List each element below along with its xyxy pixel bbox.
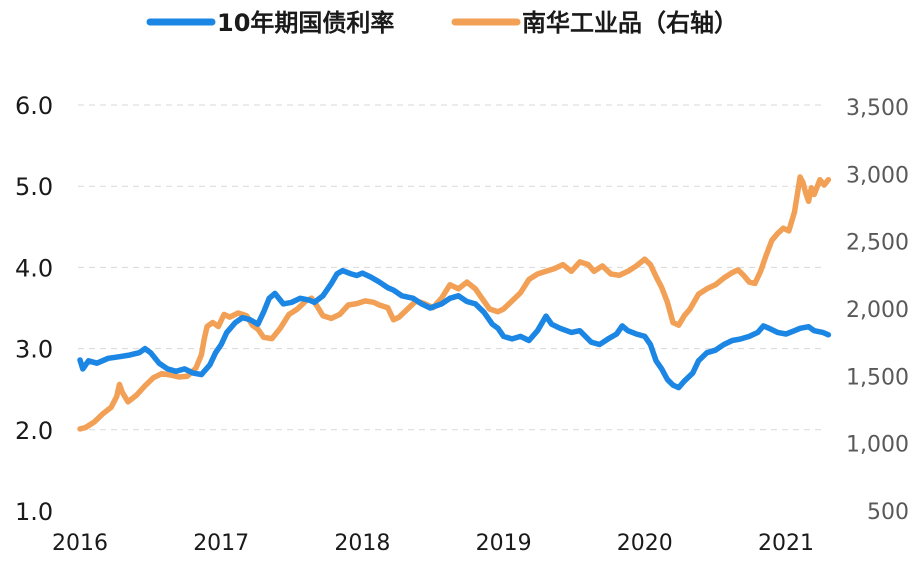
- right-axis-tick-label: 1,000: [846, 433, 909, 458]
- right-axis-tick-label: 3,500: [846, 96, 909, 121]
- x-axis-tick-label: 2017: [193, 531, 249, 556]
- right-axis-tick-label: 2,000: [846, 298, 909, 323]
- right-axis-tick-label: 3,000: [846, 163, 909, 188]
- left-axis-tick-label: 1.0: [15, 498, 53, 526]
- left-axis: 1.0 2.0 3.0 4.0 5.0 6.0: [15, 92, 53, 526]
- left-axis-tick-label: 6.0: [15, 92, 53, 120]
- series-line-nanhua-index: [77, 174, 832, 432]
- series-lines: [77, 174, 832, 432]
- left-axis-tick-label: 4.0: [15, 254, 53, 282]
- right-axis-tick-label: 2,500: [846, 231, 909, 256]
- right-axis-tick-label: 1,500: [846, 365, 909, 390]
- x-axis-tick-label: 2020: [617, 531, 673, 556]
- x-axis-tick-label: 2021: [758, 531, 814, 556]
- x-axis: 2016 2017 2018 2019 2020 2021: [52, 531, 814, 556]
- left-axis-tick-label: 5.0: [15, 173, 53, 201]
- legend-label-nanhua-index: 南华工业品（右轴）: [522, 9, 738, 37]
- right-axis-tick-label: 500: [867, 500, 909, 525]
- gridlines: [78, 104, 825, 431]
- left-axis-tick-label: 3.0: [15, 336, 53, 364]
- x-axis-tick-label: 2019: [476, 531, 532, 556]
- series-line-bond-yield: [77, 267, 832, 391]
- x-axis-tick-label: 2016: [52, 531, 108, 556]
- legend: 10年期国债利率 南华工业品（右轴）: [146, 9, 738, 37]
- right-axis: 500 1,000 1,500 2,000 2,500 3,000 3,500: [846, 96, 909, 525]
- legend-label-bond-yield: 10年期国债利率: [217, 9, 394, 37]
- left-axis-tick-label: 2.0: [15, 417, 53, 445]
- x-axis-tick-label: 2018: [334, 531, 390, 556]
